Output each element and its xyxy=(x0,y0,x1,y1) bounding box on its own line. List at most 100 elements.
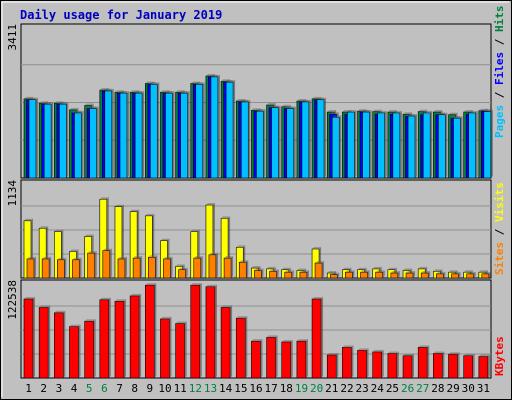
bar-sites-19 xyxy=(299,270,309,279)
bar-pages-4 xyxy=(74,110,84,179)
bar-pages-25 xyxy=(392,110,402,179)
x-tick-1: 1 xyxy=(25,382,32,395)
ymax-label-hits: 3411 xyxy=(6,24,19,51)
bar-pages-12 xyxy=(195,82,205,179)
bar-kbytes-7 xyxy=(114,299,126,379)
bar-kbytes-26 xyxy=(402,353,415,379)
x-tick-26: 26 xyxy=(401,382,414,395)
bar-sites-13 xyxy=(208,252,218,279)
x-tick-25: 25 xyxy=(386,382,399,395)
bar-kbytes-18 xyxy=(281,339,293,379)
bar-kbytes-30 xyxy=(463,353,475,379)
x-tick-10: 10 xyxy=(158,382,171,395)
bar-pages-29 xyxy=(453,116,463,179)
bar-kbytes-3 xyxy=(54,310,66,379)
bar-kbytes-6 xyxy=(99,297,111,379)
bar-sites-25 xyxy=(390,271,400,279)
bar-pages-27 xyxy=(422,110,433,179)
x-tick-8: 8 xyxy=(131,382,138,395)
bar-sites-10 xyxy=(163,256,173,279)
bar-kbytes-19 xyxy=(296,339,308,379)
bar-pages-3 xyxy=(59,102,69,179)
bar-kbytes-4 xyxy=(69,324,81,379)
bar-sites-29 xyxy=(451,271,461,279)
bar-kbytes-2 xyxy=(38,305,51,379)
bar-pages-31 xyxy=(483,109,493,179)
x-tick-9: 9 xyxy=(147,382,154,395)
x-tick-14: 14 xyxy=(219,382,233,395)
bar-pages-20 xyxy=(316,97,327,179)
bars-layer xyxy=(23,73,493,379)
bar-sites-22 xyxy=(345,270,355,279)
bar-sites-5 xyxy=(87,251,97,279)
bar-pages-5 xyxy=(89,106,99,179)
bar-sites-26 xyxy=(405,271,416,279)
bar-pages-15 xyxy=(240,99,251,179)
bar-pages-17 xyxy=(271,105,281,179)
bar-sites-1 xyxy=(26,256,36,279)
x-tick-24: 24 xyxy=(371,382,385,395)
bar-kbytes-23 xyxy=(357,348,369,379)
bar-sites-3 xyxy=(57,257,67,279)
bar-kbytes-21 xyxy=(326,352,339,379)
bar-pages-11 xyxy=(180,91,190,179)
x-tick-27: 27 xyxy=(416,382,429,395)
legend-kbytes: KBytes xyxy=(493,336,506,376)
bar-pages-21 xyxy=(331,115,342,179)
bar-pages-19 xyxy=(301,99,311,179)
bar-pages-6 xyxy=(104,88,114,179)
legend-pages: Pages xyxy=(493,105,506,138)
bar-sites-24 xyxy=(375,270,385,279)
bar-pages-30 xyxy=(468,110,478,179)
bar-sites-4 xyxy=(72,257,82,279)
bar-sites-9 xyxy=(147,255,158,279)
x-tick-30: 30 xyxy=(462,382,475,395)
bar-kbytes-9 xyxy=(144,283,157,379)
bar-kbytes-8 xyxy=(129,293,142,379)
legend-sep-1: / xyxy=(493,85,506,105)
bar-sites-31 xyxy=(481,271,491,279)
bar-kbytes-29 xyxy=(448,352,460,379)
x-tick-12: 12 xyxy=(189,382,202,395)
bar-kbytes-15 xyxy=(235,316,248,379)
bar-pages-8 xyxy=(134,91,145,179)
bar-kbytes-27 xyxy=(417,345,430,379)
bar-kbytes-1 xyxy=(23,296,35,379)
bar-kbytes-25 xyxy=(387,351,399,379)
bar-sites-21 xyxy=(329,272,340,279)
bar-sites-2 xyxy=(41,256,52,279)
chart-title: Daily usage for January 2019 xyxy=(20,8,222,22)
bar-pages-7 xyxy=(119,91,129,179)
x-tick-21: 21 xyxy=(325,382,338,395)
bar-kbytes-11 xyxy=(175,321,187,379)
bar-sites-6 xyxy=(102,248,112,279)
x-tick-11: 11 xyxy=(174,382,187,395)
ymax-label-kbytes: 122538 xyxy=(6,280,19,320)
legend-sep-3: / xyxy=(493,222,506,242)
bar-sites-8 xyxy=(132,256,143,279)
bar-pages-16 xyxy=(256,109,266,179)
bar-kbytes-28 xyxy=(433,351,445,379)
ymax-label-visits: 1134 xyxy=(6,180,19,207)
bar-kbytes-22 xyxy=(342,345,354,379)
x-tick-5: 5 xyxy=(86,382,93,395)
legend-sites: Sites xyxy=(493,242,506,275)
bar-sites-17 xyxy=(269,269,279,279)
bar-pages-2 xyxy=(43,102,54,179)
bar-pages-23 xyxy=(362,110,372,179)
x-tick-29: 29 xyxy=(446,382,459,395)
bar-sites-27 xyxy=(420,271,431,279)
bar-pages-14 xyxy=(225,80,236,179)
x-tick-6: 6 xyxy=(101,382,108,395)
bar-sites-14 xyxy=(223,256,234,279)
bar-pages-24 xyxy=(377,110,387,179)
bar-kbytes-20 xyxy=(311,296,324,379)
x-tick-16: 16 xyxy=(249,382,262,395)
x-tick-22: 22 xyxy=(340,382,353,395)
x-tick-20: 20 xyxy=(310,382,323,395)
bar-sites-23 xyxy=(360,270,370,279)
bar-kbytes-10 xyxy=(160,316,172,379)
x-tick-28: 28 xyxy=(431,382,444,395)
x-tick-17: 17 xyxy=(265,382,278,395)
bar-pages-26 xyxy=(407,113,418,179)
